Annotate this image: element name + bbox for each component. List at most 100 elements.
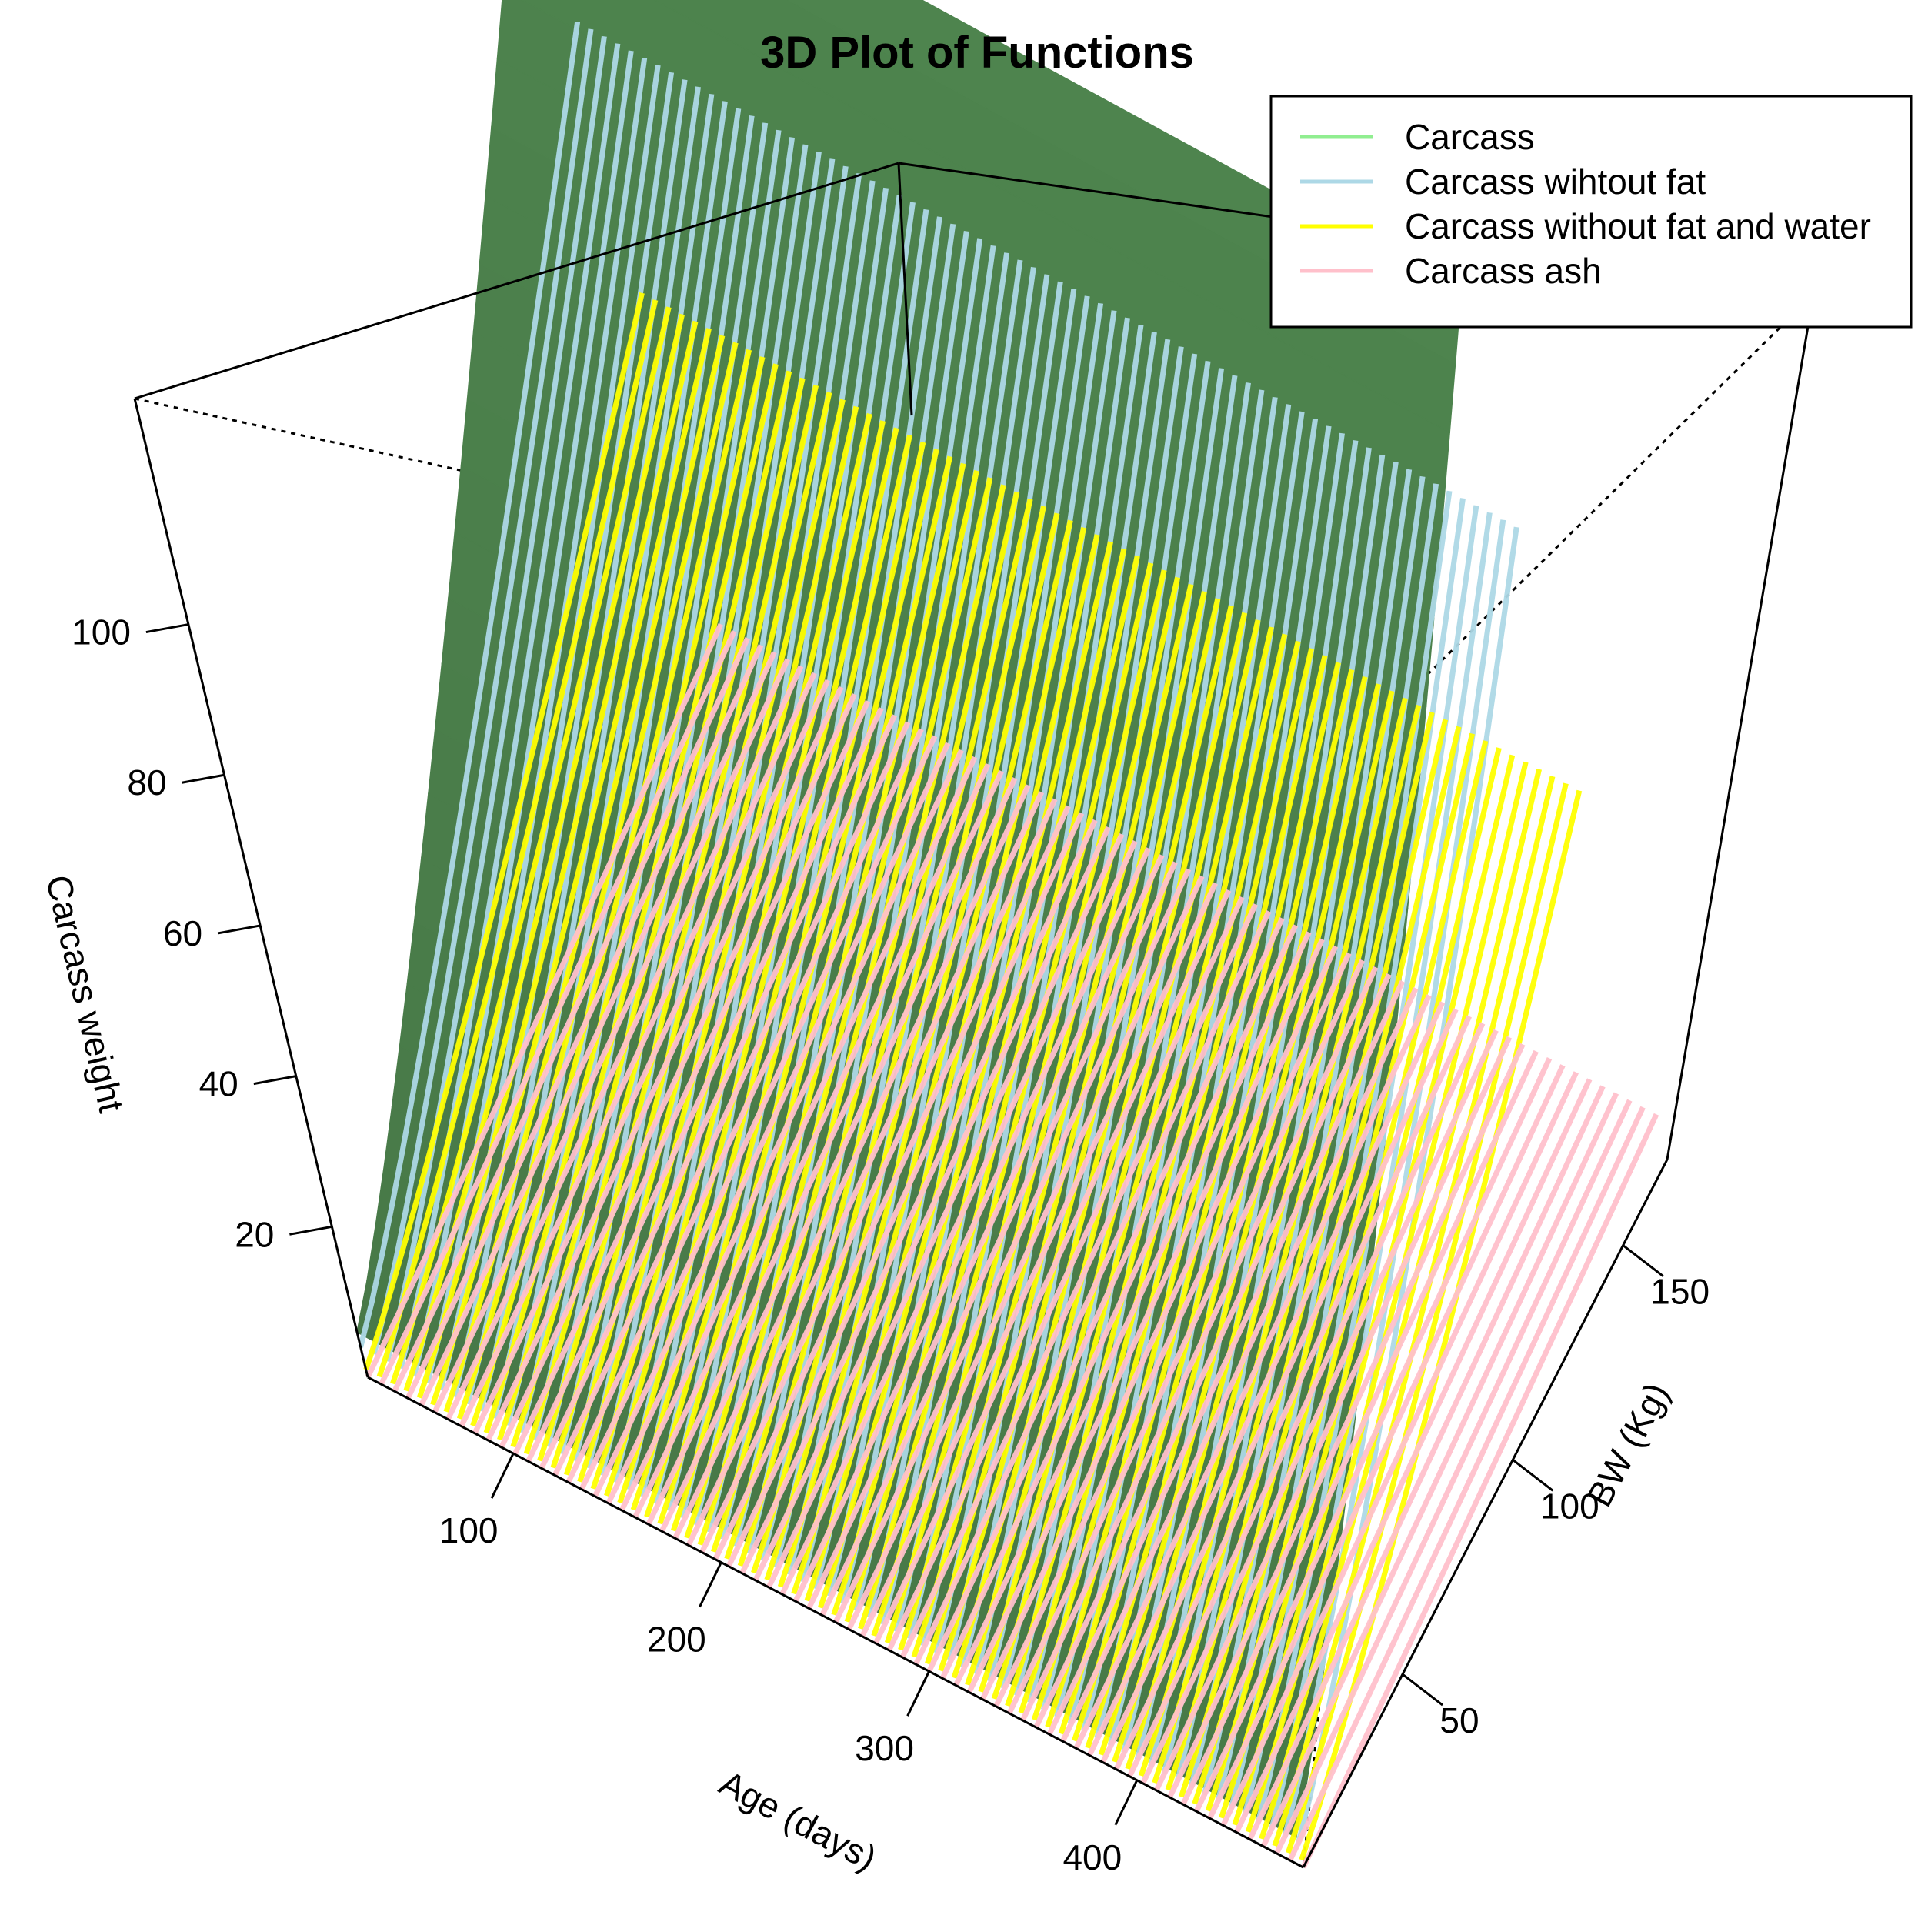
surface-line	[445, 665, 804, 1421]
legend-box	[1269, 95, 1913, 329]
surface-line	[579, 735, 938, 1491]
surface-carcass-ash	[365, 622, 1659, 1869]
surface-line	[499, 692, 857, 1449]
x-tick	[1114, 1780, 1139, 1826]
x-tick-label: 300	[855, 1728, 914, 1768]
surface-line	[899, 903, 1259, 1659]
surface-line	[913, 909, 1272, 1666]
surface-line	[872, 889, 1232, 1645]
y-tick	[1622, 1244, 1664, 1277]
x-tick-label: 100	[439, 1510, 499, 1550]
surface-line	[632, 762, 991, 1519]
surface-line	[966, 938, 1325, 1694]
surface-line	[819, 861, 1178, 1617]
surface-line	[1193, 1057, 1553, 1813]
z-tick-label: 40	[199, 1064, 238, 1104]
box-edge-left-vertical	[133, 398, 369, 1378]
surface-line	[1060, 987, 1419, 1743]
surface-line	[405, 644, 764, 1400]
surface-line	[419, 651, 777, 1406]
surface-line	[752, 826, 1111, 1582]
x-tick-label: 400	[1062, 1837, 1122, 1877]
legend-label: Carcass without fat and water	[1405, 206, 1871, 246]
surface-line	[1207, 1064, 1566, 1820]
x-tick	[906, 1670, 930, 1717]
x-tick	[490, 1453, 515, 1499]
surface-line	[1020, 966, 1379, 1722]
surface-line	[1260, 1092, 1619, 1848]
surface-line	[979, 945, 1339, 1701]
surface-line	[1073, 994, 1432, 1750]
surface-line	[1167, 1043, 1526, 1799]
surface-line	[411, 50, 634, 1376]
surface-line	[425, 57, 648, 1383]
surface-line	[926, 917, 1285, 1673]
surface-line	[472, 679, 831, 1435]
z-tick	[253, 1075, 297, 1086]
z-tick	[289, 1225, 332, 1236]
surface-line	[672, 784, 1031, 1540]
surface-line	[1100, 1008, 1459, 1764]
x-tick-label: 200	[647, 1620, 706, 1660]
surface-line	[1127, 1022, 1486, 1778]
surface-line	[939, 924, 1299, 1680]
box-edge-back-right	[1419, 293, 1815, 683]
surface-line	[485, 686, 844, 1442]
surfaces	[356, 0, 1659, 1869]
surface-line	[712, 805, 1071, 1561]
surface-line	[363, 292, 645, 1371]
surface-line	[685, 791, 1045, 1547]
surface-line	[993, 952, 1352, 1708]
surface-line	[699, 798, 1058, 1554]
surface-line	[392, 637, 750, 1393]
surface-line	[1180, 1049, 1539, 1806]
box-edge-bottom-front	[367, 1376, 1304, 1869]
surface-line	[1220, 1071, 1579, 1827]
z-tick-label: 20	[235, 1214, 274, 1254]
x-tick	[699, 1561, 722, 1608]
z-tick	[182, 773, 225, 784]
z-tick	[217, 924, 261, 935]
surface-line	[1006, 959, 1365, 1715]
surface-line	[365, 622, 724, 1379]
surface-line	[846, 875, 1205, 1631]
y-tick-label: 150	[1650, 1272, 1710, 1312]
surface-line	[806, 854, 1165, 1610]
legend-label: Carcass wihtout fat	[1405, 162, 1706, 202]
surface-line	[371, 28, 594, 1355]
y-tick	[1512, 1459, 1554, 1492]
surface-line	[358, 22, 581, 1348]
surface-line	[592, 742, 951, 1498]
box-edge-bottom-right	[1302, 1159, 1669, 1868]
chart-title: 3D Plot of Functions	[760, 28, 1194, 78]
surface-line	[459, 672, 817, 1428]
legend-label: Carcass	[1405, 117, 1535, 157]
surface-line	[619, 756, 978, 1512]
surface-line	[1140, 1029, 1499, 1785]
surface-line	[659, 777, 1018, 1533]
surface-line	[645, 769, 1004, 1526]
surface-line	[539, 714, 897, 1470]
z-tick-label: 80	[127, 762, 166, 802]
box-edge-front-top-vertical	[897, 162, 913, 416]
surface-line	[385, 35, 607, 1363]
surface-line	[552, 721, 911, 1477]
surface-line	[605, 749, 964, 1505]
y-tick	[1402, 1673, 1443, 1707]
surface-line	[766, 833, 1125, 1589]
y-tick-label: 50	[1439, 1700, 1479, 1740]
z-tick-label: 100	[72, 612, 131, 652]
surface-line	[1274, 1099, 1633, 1855]
surface-line	[739, 819, 1098, 1575]
surface-line	[379, 629, 737, 1386]
surface-line	[1113, 1015, 1472, 1771]
surface-line	[1086, 1001, 1446, 1757]
surface-line	[512, 699, 871, 1456]
box-edge-right-vertical	[1666, 294, 1815, 1160]
surface-line	[1247, 1085, 1606, 1841]
surface-line	[525, 707, 884, 1463]
surface-line	[1046, 979, 1406, 1736]
surface-line	[1233, 1078, 1593, 1834]
y-tick-label: 100	[1540, 1486, 1599, 1526]
